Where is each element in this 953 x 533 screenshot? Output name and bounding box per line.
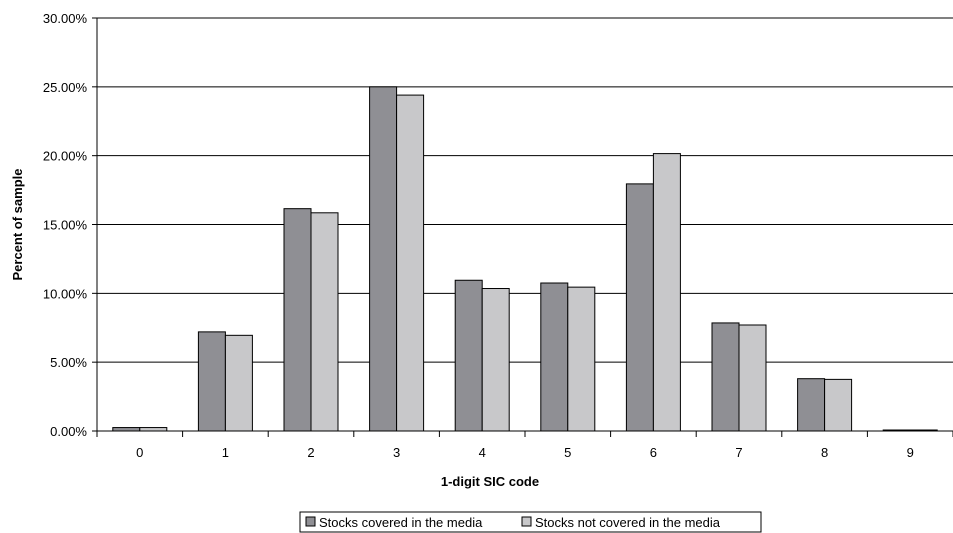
bar bbox=[652, 153, 681, 432]
x-tick-label: 9 bbox=[907, 445, 914, 460]
x-tick-label: 0 bbox=[136, 445, 143, 460]
x-tick-label: 6 bbox=[650, 445, 657, 460]
legend: Stocks covered in the media Stocks not co… bbox=[299, 511, 762, 533]
bar bbox=[481, 288, 510, 432]
bar bbox=[310, 212, 339, 432]
x-tick-label: 4 bbox=[479, 445, 486, 460]
x-tick-label: 2 bbox=[307, 445, 314, 460]
bar bbox=[139, 427, 168, 432]
bar bbox=[797, 378, 826, 432]
bar bbox=[824, 378, 853, 432]
bar bbox=[283, 208, 312, 432]
x-tick-label: 5 bbox=[564, 445, 571, 460]
bar bbox=[711, 322, 740, 432]
series-1 bbox=[139, 94, 938, 432]
bar bbox=[224, 334, 253, 432]
bar bbox=[197, 331, 226, 432]
x-tick-label: 3 bbox=[393, 445, 400, 460]
legend-swatch bbox=[305, 516, 316, 527]
bar bbox=[454, 279, 483, 432]
x-axis: 0 1 2 3 4 5 6 7 8 9 bbox=[96, 430, 953, 460]
y-tick-label: 25.00% bbox=[43, 80, 88, 95]
x-tick-label: 7 bbox=[735, 445, 742, 460]
bar bbox=[567, 286, 596, 432]
y-tick-label: 0.00% bbox=[50, 424, 87, 439]
legend-label: Stocks covered in the media bbox=[319, 515, 483, 530]
x-tick-label: 1 bbox=[222, 445, 229, 460]
legend-swatch bbox=[521, 516, 532, 527]
y-tick-label: 15.00% bbox=[43, 218, 88, 233]
y-tick-label: 10.00% bbox=[43, 286, 88, 301]
y-axis-title: Percent of sample bbox=[10, 169, 25, 281]
bar bbox=[112, 427, 141, 432]
legend-label: Stocks not covered in the media bbox=[535, 515, 721, 530]
y-tick-label: 30.00% bbox=[43, 11, 88, 26]
bar bbox=[540, 282, 569, 432]
y-tick-label: 5.00% bbox=[50, 355, 87, 370]
bar bbox=[882, 429, 911, 432]
gridlines bbox=[97, 17, 953, 363]
bar bbox=[909, 429, 938, 432]
bar bbox=[738, 324, 767, 432]
bar bbox=[396, 94, 425, 432]
x-axis-title: 1-digit SIC code bbox=[441, 474, 539, 489]
y-axis: 0.00% 5.00% 10.00% 15.00% 20.00% 25.00% 30.00% bbox=[43, 11, 98, 439]
bar bbox=[625, 183, 654, 432]
bar bbox=[369, 86, 398, 432]
y-tick-label: 20.00% bbox=[43, 149, 88, 164]
bars bbox=[112, 86, 938, 432]
x-tick-label: 8 bbox=[821, 445, 828, 460]
